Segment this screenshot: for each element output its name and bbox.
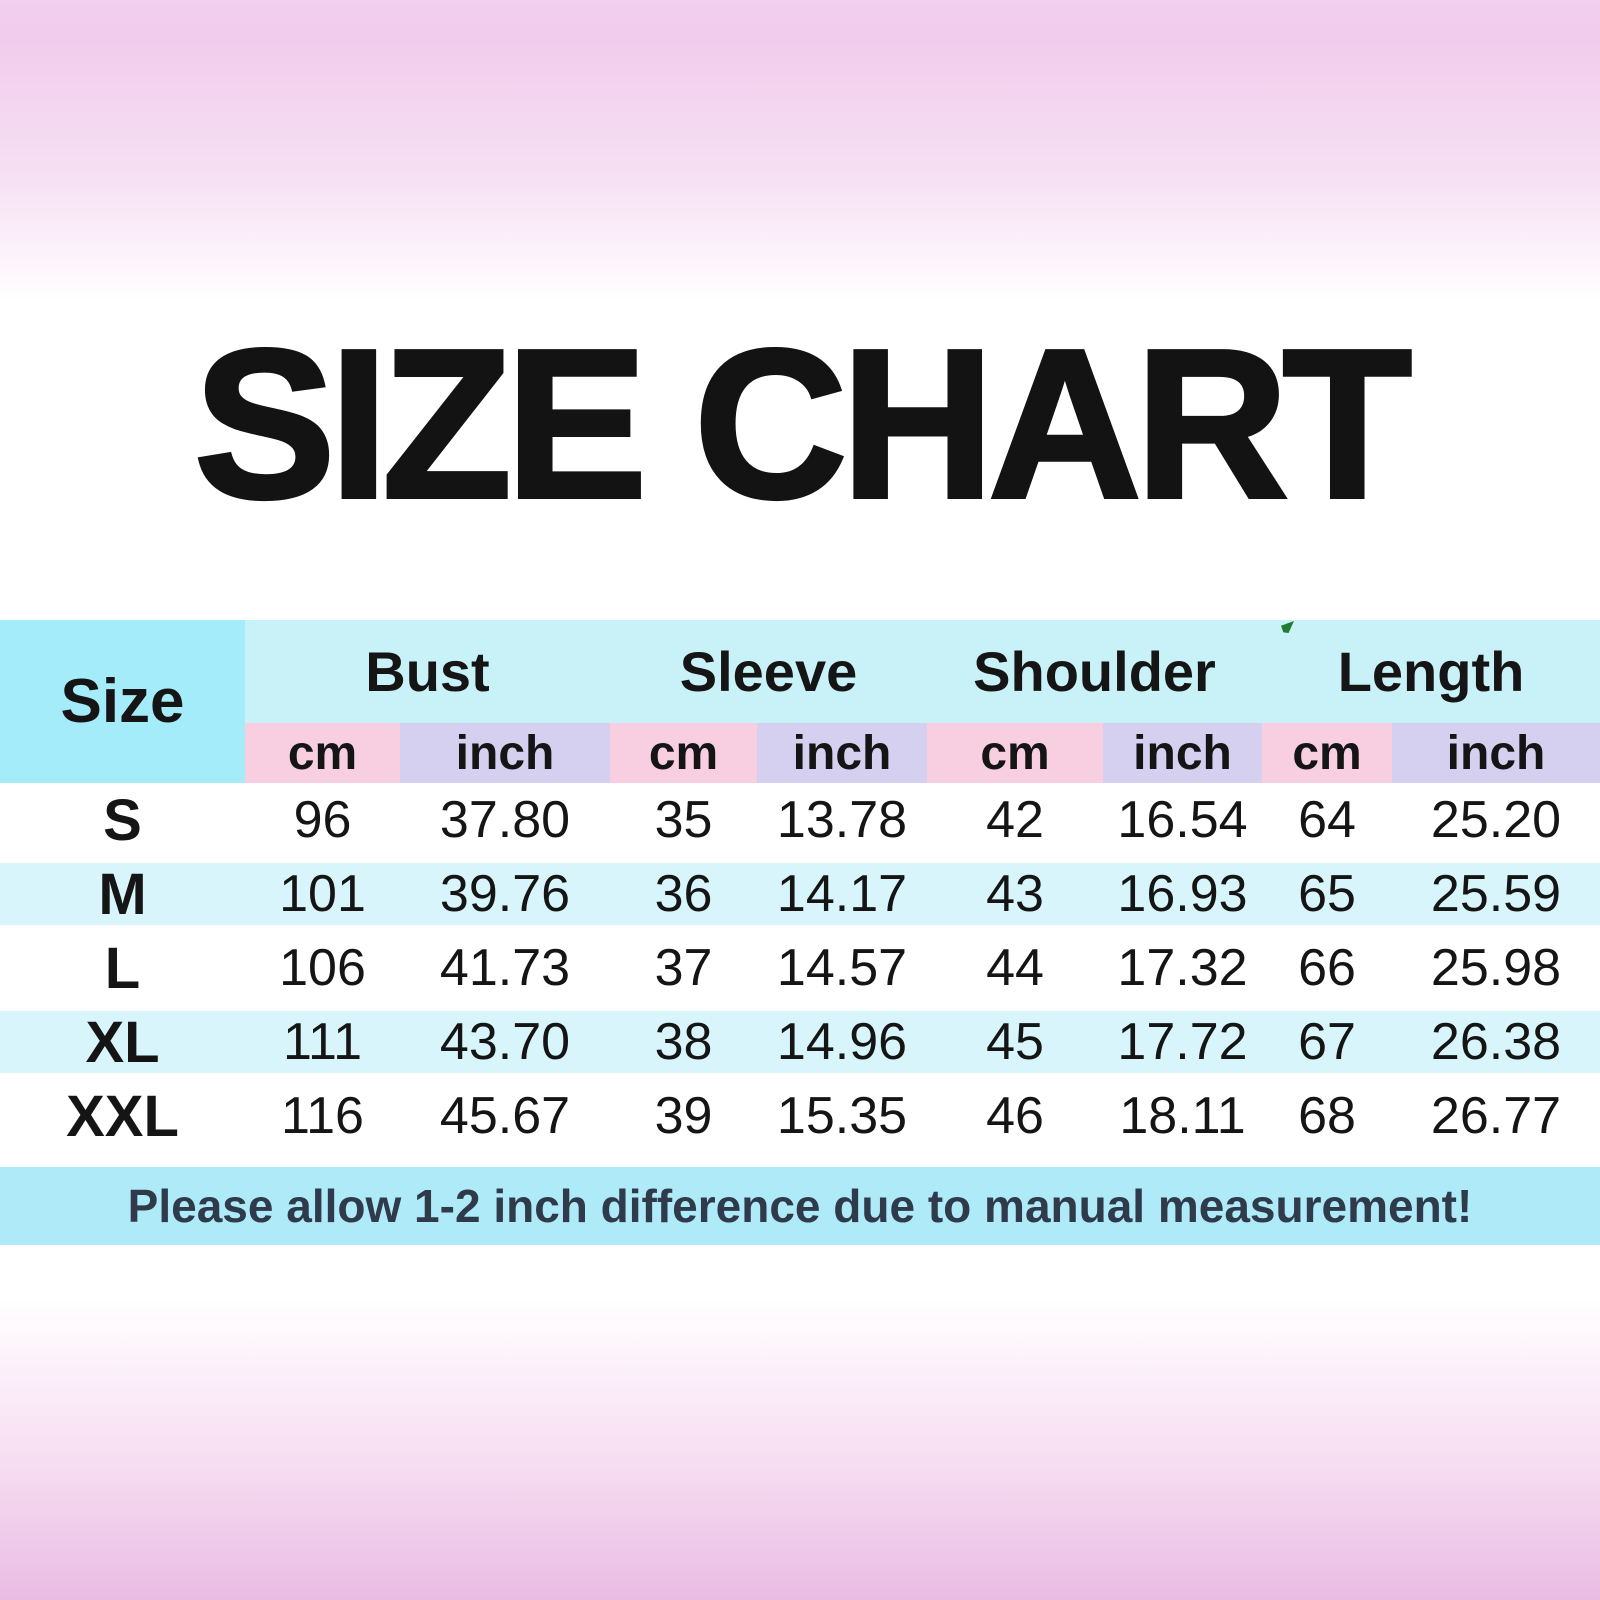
value-cell: 14.57	[776, 939, 908, 997]
top-gradient	[0, 0, 1600, 300]
unit-header-sleeve-inch: inch	[757, 723, 927, 783]
unit-header-bust-cm: cm	[245, 723, 400, 783]
value-cell: 14.96	[757, 1005, 927, 1079]
page-title: SIZE CHART	[192, 305, 1414, 542]
group-header-length: Length	[1262, 620, 1600, 723]
value-cell: 45.67	[439, 1087, 571, 1145]
value-cell: 26.38	[1392, 1005, 1600, 1079]
value-cell: 25.59	[1392, 857, 1600, 931]
value-cell: 106	[279, 939, 366, 997]
value-cell: 43.70	[400, 1005, 610, 1079]
size-cell: L	[104, 935, 141, 1001]
value-cell: 44	[986, 939, 1044, 997]
group-header-bust: Bust	[245, 620, 610, 723]
unit-header-length-inch: inch	[1392, 723, 1600, 783]
unit-header-sleeve-cm: cm	[610, 723, 757, 783]
size-column-header: Size	[0, 620, 245, 783]
unit-header-length-cm: cm	[1262, 723, 1392, 783]
value-cell: 35	[654, 791, 713, 849]
value-cell: 68	[1298, 1087, 1356, 1145]
size-table: Size Bust Sleeve Shoulder Length cm inch…	[0, 620, 1600, 1153]
value-cell: 16.93	[1103, 857, 1262, 931]
group-header-sleeve: Sleeve	[610, 620, 927, 723]
value-cell: 43	[927, 857, 1103, 931]
size-cell: M	[0, 857, 245, 931]
value-cell: 16.54	[1117, 791, 1248, 849]
value-cell: 64	[1298, 791, 1356, 849]
value-cell: 111	[245, 1005, 400, 1079]
value-cell: 37	[654, 939, 713, 997]
value-cell: 42	[986, 791, 1044, 849]
value-cell: 25.98	[1430, 939, 1562, 997]
value-cell: 46	[986, 1087, 1044, 1145]
value-cell: 96	[293, 791, 352, 849]
size-cell: S	[103, 787, 142, 853]
value-cell: 14.17	[757, 857, 927, 931]
value-cell: 37.80	[439, 791, 571, 849]
value-cell: 39.76	[400, 857, 610, 931]
value-cell: 13.78	[776, 791, 908, 849]
value-cell: 67	[1262, 1005, 1392, 1079]
note-text: Please allow 1-2 inch difference due to …	[127, 1180, 1473, 1232]
unit-header-shoulder-cm: cm	[927, 723, 1103, 783]
value-cell: 15.35	[776, 1087, 908, 1145]
note-bar: Please allow 1-2 inch difference due to …	[0, 1167, 1600, 1245]
value-cell: 18.11	[1119, 1087, 1246, 1145]
group-header-shoulder: Shoulder	[927, 620, 1262, 723]
bottom-gradient	[0, 1300, 1600, 1600]
value-cell: 17.72	[1103, 1005, 1262, 1079]
value-cell: 101	[245, 857, 400, 931]
value-cell: 38	[610, 1005, 757, 1079]
unit-header-bust-inch: inch	[400, 723, 610, 783]
value-cell: 17.32	[1117, 939, 1248, 997]
value-cell: 39	[654, 1087, 713, 1145]
unit-header-shoulder-inch: inch	[1103, 723, 1262, 783]
size-cell: XL	[0, 1005, 245, 1079]
value-cell: 116	[281, 1087, 364, 1145]
value-cell: 25.20	[1430, 791, 1562, 849]
value-cell: 41.73	[439, 939, 571, 997]
size-cell: XXL	[66, 1083, 179, 1149]
value-cell: 65	[1262, 857, 1392, 931]
value-cell: 36	[610, 857, 757, 931]
value-cell: 66	[1298, 939, 1356, 997]
value-cell: 26.77	[1430, 1087, 1562, 1145]
value-cell: 45	[927, 1005, 1103, 1079]
